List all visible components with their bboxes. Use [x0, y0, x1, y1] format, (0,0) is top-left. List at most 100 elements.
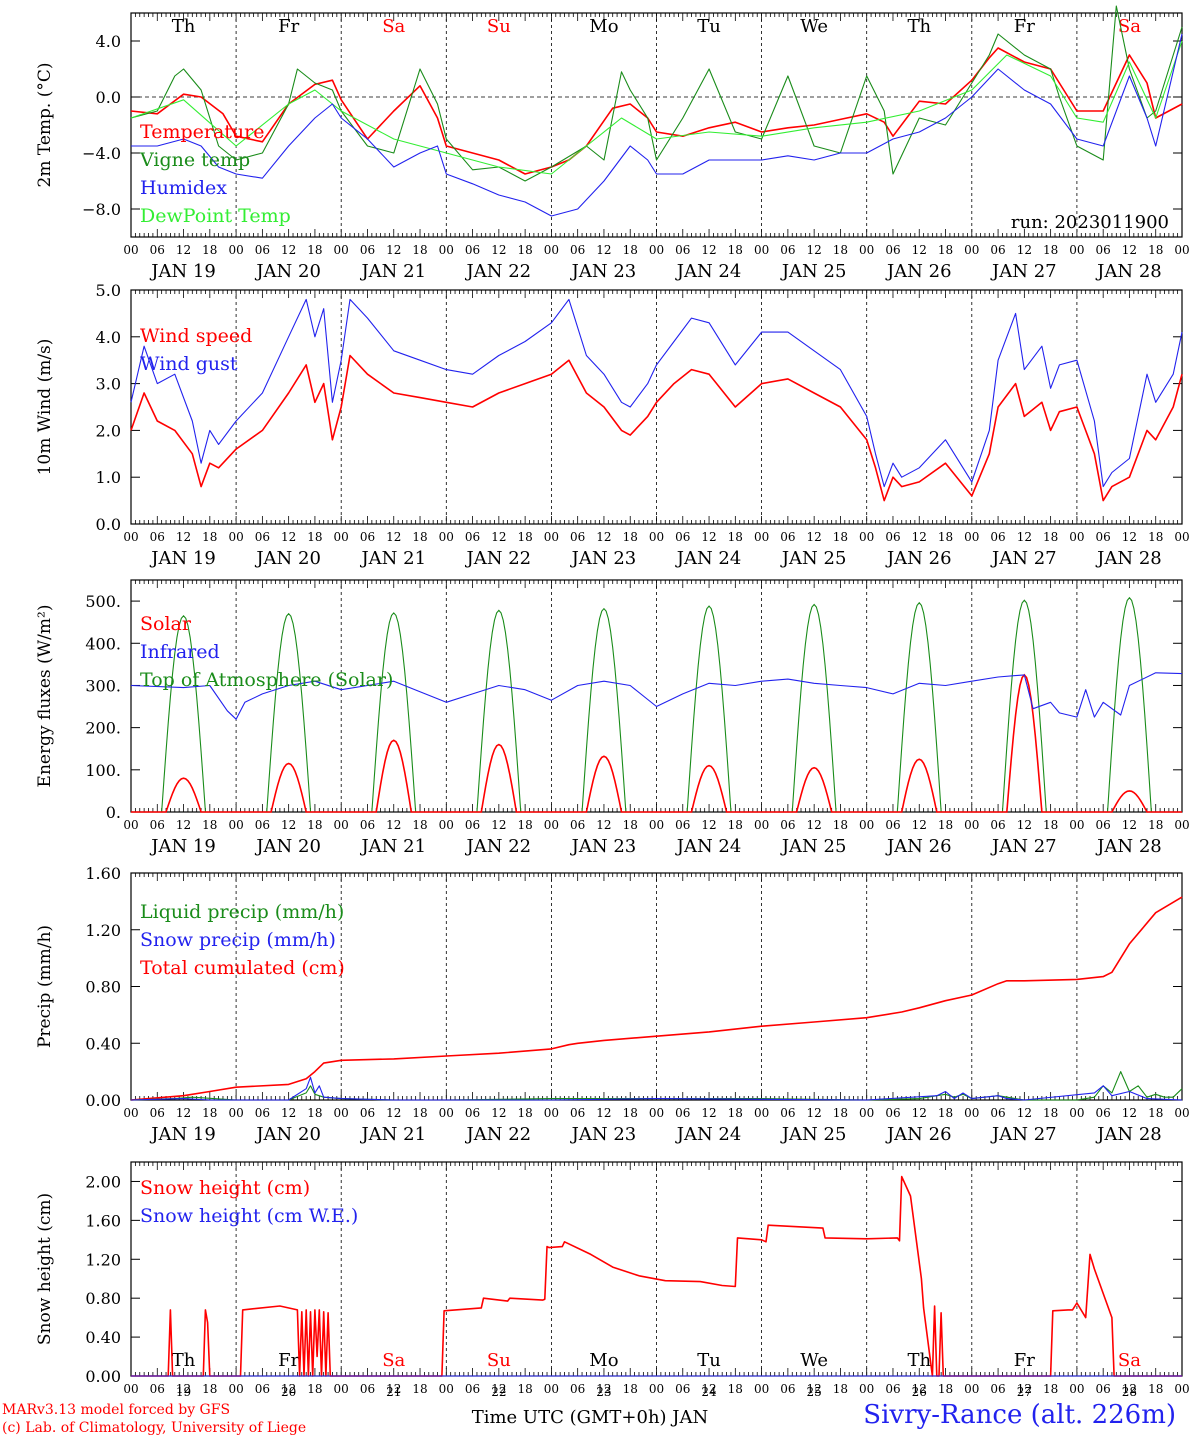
hour-label: 12	[281, 243, 296, 257]
day-number-label: 22	[491, 1385, 506, 1399]
hour-label: 12	[386, 243, 401, 257]
date-label: JAN 26	[885, 836, 952, 857]
hour-label: 12	[596, 1106, 611, 1120]
hour-label: 00	[1069, 530, 1084, 544]
hour-label: 12	[491, 1106, 506, 1120]
weekday-label: Fr	[278, 1350, 299, 1371]
weekday-label: Sa	[1118, 16, 1141, 37]
hour-label: 06	[675, 530, 690, 544]
hour-label: 12	[1122, 818, 1137, 832]
hour-label: 12	[596, 1382, 611, 1396]
y-axis-label: 10m Wind (m/s)	[35, 339, 55, 476]
hour-label: 12	[912, 1106, 927, 1120]
hour-label: 12	[281, 530, 296, 544]
hour-label: 12	[701, 530, 716, 544]
date-label: JAN 27	[990, 1124, 1057, 1145]
hour-label: 18	[623, 1382, 638, 1396]
hour-label: 06	[360, 1106, 375, 1120]
hour-label: 00	[1174, 1382, 1189, 1396]
date-label: JAN 22	[465, 1124, 532, 1145]
legend-entry: Snow precip (mm/h)	[140, 929, 336, 951]
hour-label: 12	[491, 818, 506, 832]
hour-label: 18	[833, 243, 848, 257]
hour-label: 00	[544, 1106, 559, 1120]
hour-label: 00	[859, 243, 874, 257]
hour-label: 06	[885, 1106, 900, 1120]
y-tick-label: 100.	[85, 761, 121, 780]
hour-label: 18	[517, 1382, 532, 1396]
hour-label: 18	[728, 818, 743, 832]
hour-label: 00	[228, 818, 243, 832]
hour-label: 18	[202, 530, 217, 544]
legend-entry: Humidex	[140, 177, 227, 199]
series-line-humidex	[131, 33, 1183, 217]
y-tick-label: 0.0	[96, 515, 121, 534]
legend-entry: DewPoint Temp	[140, 205, 291, 227]
hour-label: 18	[307, 1106, 322, 1120]
day-number-label: 24	[701, 1385, 717, 1399]
hour-label: 00	[123, 1382, 138, 1396]
date-label: JAN 22	[465, 548, 532, 569]
weekday-label: Mo	[589, 16, 618, 37]
series-line-snow-precip-mm-h	[130, 1076, 1183, 1101]
panel-4: 0.00 0.40 0.80 1.20 1.60 Precip (mm/h) 00 06 12 1…	[35, 864, 1190, 1145]
hour-label: 12	[386, 818, 401, 832]
date-label: JAN 26	[885, 1124, 952, 1145]
hour-label: 18	[412, 243, 427, 257]
date-label: JAN 23	[570, 1124, 637, 1145]
y-tick-label: 1.60	[85, 1211, 121, 1230]
hour-label: 00	[439, 1382, 454, 1396]
y-tick-label: 0.40	[85, 1034, 121, 1053]
hour-label: 06	[360, 1382, 375, 1396]
series-line-temperature	[130, 47, 1183, 175]
hour-label: 06	[780, 243, 795, 257]
weekday-label: Mo	[589, 1350, 618, 1371]
hour-label: 18	[1043, 1382, 1058, 1396]
date-label: JAN 19	[149, 1124, 216, 1145]
hour-label: 00	[964, 1382, 979, 1396]
hour-label: 18	[833, 1106, 848, 1120]
hour-label: 00	[439, 243, 454, 257]
y-tick-label: 4.0	[96, 328, 121, 347]
y-tick-label: 1.0	[96, 468, 121, 487]
hour-label: 12	[596, 243, 611, 257]
date-label: JAN 24	[675, 261, 742, 282]
hour-label: 06	[570, 530, 585, 544]
hour-label: 12	[1017, 818, 1032, 832]
day-number-label: 28	[1122, 1385, 1137, 1399]
model-credit: MARv3.13 model forced by GFS	[2, 1402, 231, 1418]
date-label: JAN 28	[1095, 261, 1162, 282]
hour-label: 12	[912, 1382, 927, 1396]
date-label: JAN 26	[885, 548, 952, 569]
hour-label: 18	[623, 243, 638, 257]
hour-label: 18	[412, 1382, 427, 1396]
date-label: JAN 23	[570, 261, 637, 282]
hour-label: 18	[202, 818, 217, 832]
y-tick-label: 0.00	[85, 1367, 121, 1386]
hour-label: 18	[623, 1106, 638, 1120]
hour-label: 12	[386, 1382, 401, 1396]
hour-label: 18	[307, 530, 322, 544]
hour-label: 12	[281, 1382, 296, 1396]
date-label: JAN 22	[465, 261, 532, 282]
date-label: JAN 23	[570, 836, 637, 857]
hour-label: 00	[439, 818, 454, 832]
hour-label: 18	[1043, 818, 1058, 832]
hour-label: 06	[675, 243, 690, 257]
hour-label: 00	[754, 1382, 769, 1396]
hour-label: 00	[228, 243, 243, 257]
date-label: JAN 22	[465, 836, 532, 857]
hour-label: 12	[491, 1382, 506, 1396]
hour-label: 12	[912, 243, 927, 257]
hour-label: 00	[334, 530, 349, 544]
hour-label: 12	[596, 818, 611, 832]
day-number-label: 25	[807, 1385, 822, 1399]
weekday-label: Tu	[697, 1350, 721, 1371]
y-axis-label: Snow height (cm)	[35, 1193, 55, 1345]
hour-label: 18	[833, 818, 848, 832]
hour-label: 12	[807, 818, 822, 832]
y-tick-label: 4.0	[96, 32, 121, 51]
hour-label: 00	[334, 243, 349, 257]
hour-label: 12	[1122, 1382, 1137, 1396]
hour-label: 12	[1017, 243, 1032, 257]
